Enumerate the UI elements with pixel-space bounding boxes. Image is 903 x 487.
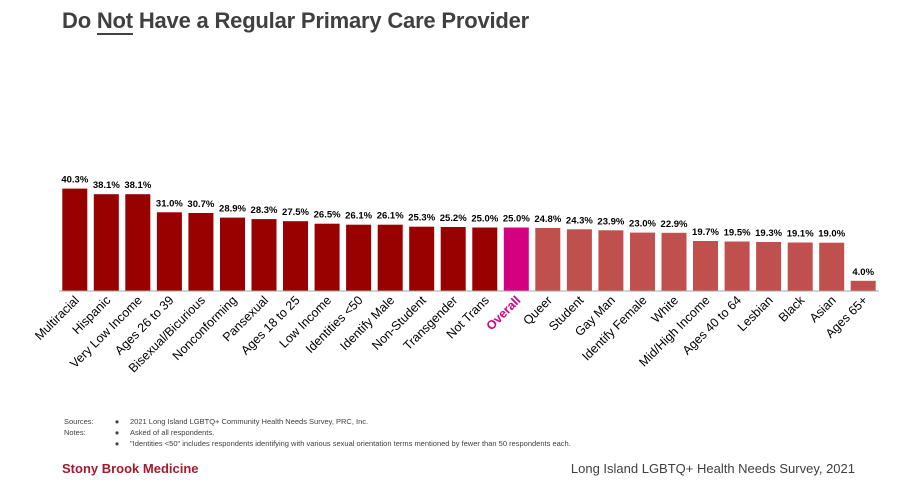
category-label: Black — [776, 293, 808, 325]
bar — [62, 188, 88, 291]
data-label: 19.3% — [755, 228, 782, 239]
bar — [409, 226, 435, 291]
data-label: 27.5% — [282, 207, 309, 218]
bar — [693, 241, 718, 291]
data-label: 23.9% — [597, 216, 624, 227]
data-label: 25.2% — [440, 213, 467, 224]
data-label: 19.7% — [692, 227, 719, 238]
data-label: 28.3% — [251, 205, 278, 216]
note-text-1: Asked of all respondents. — [130, 428, 215, 437]
category-label: Overall — [484, 293, 524, 333]
data-label: 25.3% — [408, 213, 435, 224]
footer-survey-name: Long Island LGBTQ+ Health Needs Survey, … — [570, 461, 855, 476]
data-label: 4.0% — [852, 267, 874, 278]
bar — [756, 242, 782, 291]
bar — [850, 280, 876, 291]
bar — [630, 232, 655, 291]
bar — [125, 194, 151, 291]
bar — [724, 241, 750, 291]
bar — [93, 194, 119, 291]
data-label: 31.0% — [156, 198, 183, 209]
bar — [377, 224, 403, 291]
bar — [314, 223, 340, 291]
data-label: 24.3% — [566, 215, 593, 226]
sources-row: Sources: ● 2021 Long Island LGBTQ+ Commu… — [64, 416, 571, 427]
bar — [787, 242, 813, 291]
data-label: 22.9% — [661, 219, 688, 230]
data-label: 28.9% — [219, 204, 246, 215]
data-label: 38.1% — [124, 180, 151, 191]
title-suffix: Have a Regular Primary Care Provider — [132, 8, 530, 33]
data-label: 30.7% — [187, 199, 214, 210]
bar — [566, 229, 592, 291]
bar — [472, 227, 498, 291]
notes-row: Notes: ● Asked of all respondents. — [64, 427, 571, 438]
bar — [535, 228, 561, 291]
bar — [661, 232, 687, 291]
title-emphasis: Not — [96, 8, 133, 35]
bar — [819, 242, 845, 291]
data-label: 26.5% — [314, 210, 341, 221]
data-label: 26.1% — [345, 211, 372, 222]
data-label: 25.0% — [503, 214, 530, 225]
notes-row-2: ● "Identities <50" includes respondents … — [64, 438, 571, 449]
note-text-2: "Identities <50" includes respondents id… — [130, 439, 571, 448]
bar — [251, 219, 277, 291]
bullet-icon: ● — [114, 439, 120, 448]
bullet-icon: ● — [114, 428, 120, 437]
category-label: Lesbian — [735, 293, 776, 334]
data-label: 23.0% — [629, 219, 656, 230]
source-text: 2021 Long Island LGBTQ+ Community Health… — [130, 417, 369, 426]
data-label: 25.0% — [471, 214, 498, 225]
data-label: 24.8% — [534, 214, 561, 225]
sources-label: Sources: — [64, 417, 94, 426]
notes-label: Notes: — [64, 428, 86, 437]
bullet-icon: ● — [114, 417, 120, 426]
data-label: 40.3% — [61, 175, 88, 186]
bar — [188, 213, 214, 291]
data-label: 19.0% — [818, 229, 845, 240]
data-label: 38.1% — [93, 180, 120, 191]
footer-brand: Stony Brook Medicine — [62, 461, 199, 476]
bar — [346, 224, 372, 291]
bar — [283, 221, 308, 291]
bar — [598, 230, 624, 291]
bar — [440, 227, 466, 291]
bar — [220, 217, 245, 291]
category-label: Multiracial — [32, 293, 82, 343]
data-label: 19.1% — [787, 229, 814, 240]
title-prefix: Do — [62, 8, 97, 33]
data-label: 26.1% — [377, 211, 404, 222]
footnotes: Sources: ● 2021 Long Island LGBTQ+ Commu… — [64, 416, 571, 449]
data-label: 19.5% — [724, 228, 751, 239]
bar — [156, 212, 182, 291]
bar — [503, 227, 529, 291]
page-title: Do Not Have a Regular Primary Care Provi… — [62, 8, 530, 35]
